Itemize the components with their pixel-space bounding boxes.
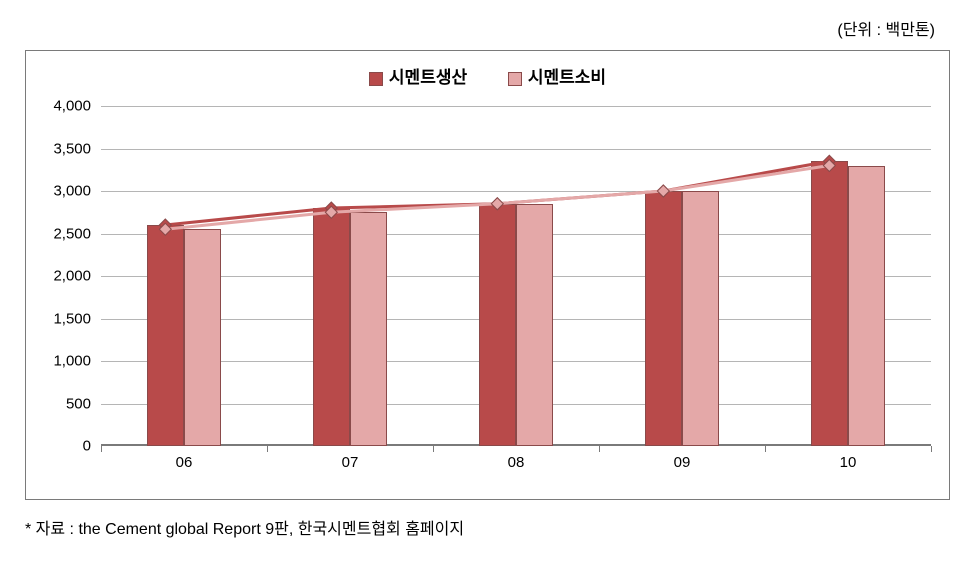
x-tick-label: 08 [508, 454, 525, 471]
x-tick [101, 446, 102, 452]
chart-container: 시멘트생산 시멘트소비 05001,0001,5002,0002,5003,00… [25, 50, 950, 500]
trend-marker [657, 185, 669, 197]
legend: 시멘트생산 시멘트소비 [26, 63, 949, 88]
legend-swatch-production [369, 72, 383, 86]
y-tick-label: 3,500 [53, 140, 91, 157]
legend-swatch-consumption [508, 72, 522, 86]
y-tick-label: 500 [66, 395, 91, 412]
trend-marker [491, 198, 503, 210]
unit-label: (단위 : 백만톤) [837, 16, 935, 40]
y-tick-label: 1,000 [53, 353, 91, 370]
legend-label-consumption: 시멘트소비 [528, 68, 606, 87]
y-tick-label: 2,000 [53, 268, 91, 285]
x-tick [765, 446, 766, 452]
y-tick-label: 3,000 [53, 183, 91, 200]
trend-line [165, 161, 829, 225]
y-tick-label: 4,000 [53, 98, 91, 115]
x-tick-label: 06 [176, 454, 193, 471]
legend-item-production: 시멘트생산 [369, 63, 467, 88]
x-tick-label: 10 [840, 454, 857, 471]
y-tick-label: 1,500 [53, 310, 91, 327]
legend-label-production: 시멘트생산 [389, 68, 467, 87]
y-tick-label: 0 [83, 438, 91, 455]
x-tick-label: 07 [342, 454, 359, 471]
y-tick-label: 2,500 [53, 225, 91, 242]
source-note: * 자료 : the Cement global Report 9판, 한국시멘… [25, 515, 464, 539]
plot-area: 05001,0001,5002,0002,5003,0003,5004,0000… [101, 106, 931, 446]
x-tick [433, 446, 434, 452]
x-tick [931, 446, 932, 452]
x-tick [599, 446, 600, 452]
legend-item-consumption: 시멘트소비 [508, 63, 606, 88]
x-tick-label: 09 [674, 454, 691, 471]
x-tick [267, 446, 268, 452]
trend-lines [101, 106, 931, 446]
